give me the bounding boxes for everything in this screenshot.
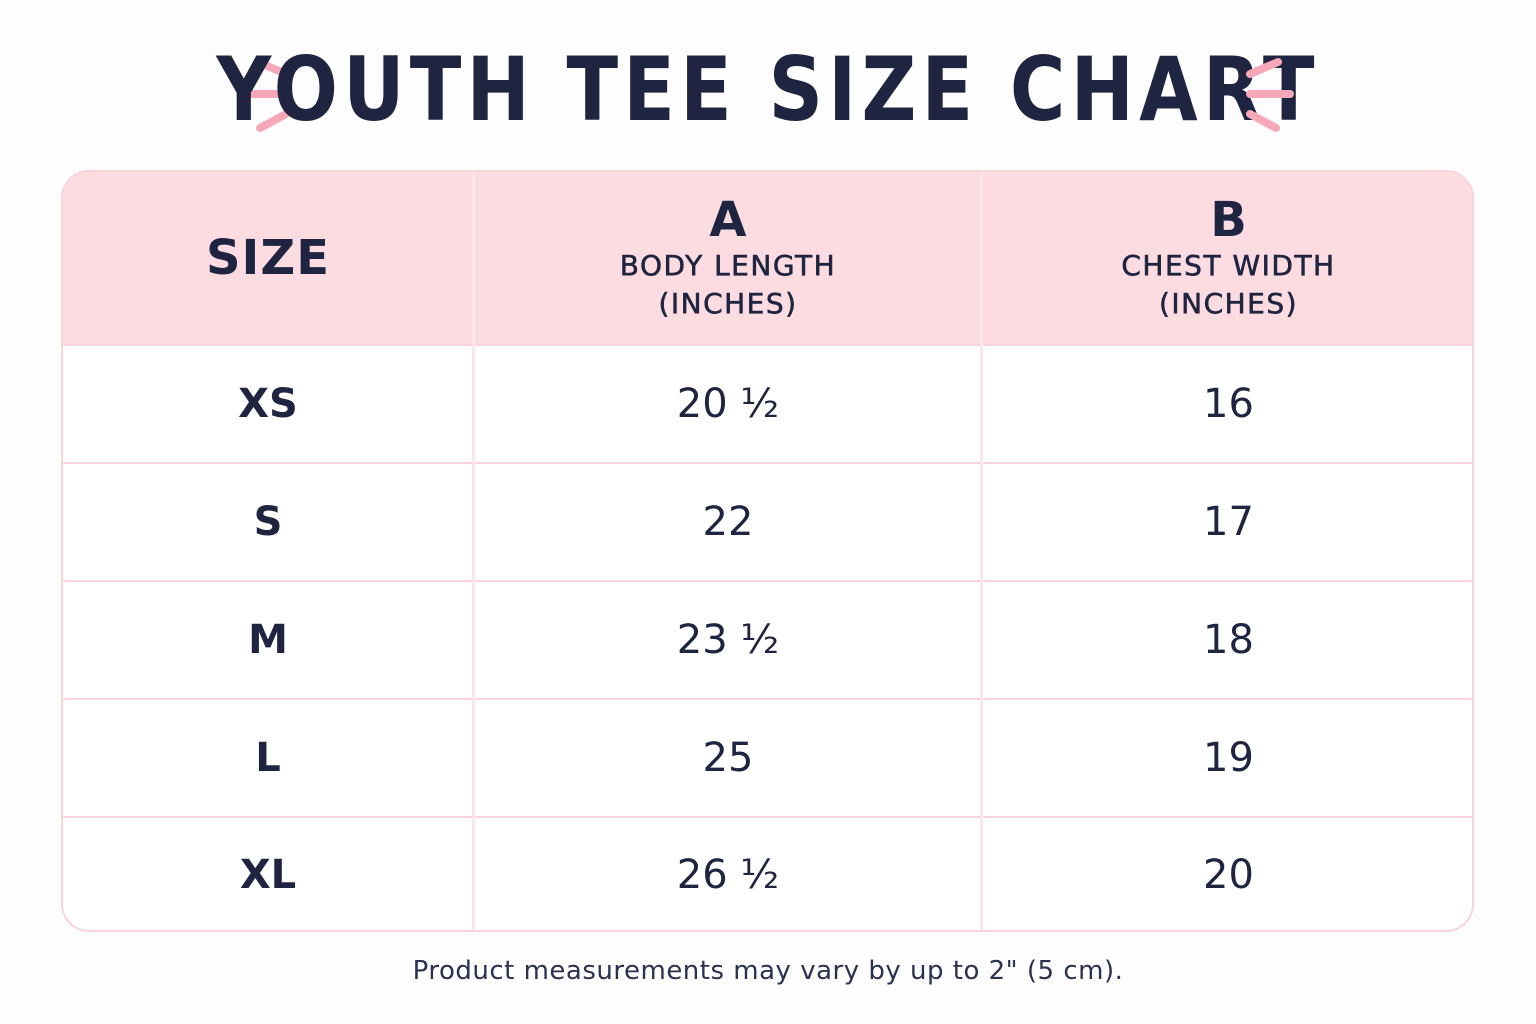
cell-chest-width: 16 bbox=[1203, 381, 1254, 427]
cell-body-length: 25 bbox=[702, 735, 754, 781]
table-row: L 25 19 bbox=[63, 698, 1472, 816]
header-body-length-label: BODY LENGTH bbox=[619, 249, 837, 283]
size-table: SIZE A BODY LENGTH (INCHES) B CHEST WIDT… bbox=[61, 170, 1474, 932]
table-header-row: SIZE A BODY LENGTH (INCHES) B CHEST WIDT… bbox=[63, 172, 1472, 344]
table-row: XL 26 ½ 20 bbox=[63, 816, 1472, 930]
table-row: XS 20 ½ 16 bbox=[63, 344, 1472, 462]
cell-size: XS bbox=[238, 381, 298, 427]
table-row: S 22 17 bbox=[63, 462, 1472, 580]
cell-size: M bbox=[248, 617, 288, 663]
cell-body-length: 26 ½ bbox=[676, 852, 780, 898]
table-row: M 23 ½ 18 bbox=[63, 580, 1472, 698]
sparkle-right-icon bbox=[1246, 58, 1294, 132]
cell-chest-width: 19 bbox=[1203, 735, 1254, 781]
header-body-length-unit: (INCHES) bbox=[658, 287, 798, 321]
cell-size: L bbox=[255, 735, 281, 781]
cell-chest-width: 18 bbox=[1203, 617, 1254, 663]
header-chest-width-label: CHEST WIDTH bbox=[1121, 249, 1336, 283]
header-letter-b: B bbox=[1210, 192, 1247, 248]
title-block: YOUTH TEE SIZE CHART bbox=[0, 40, 1536, 150]
cell-chest-width: 20 bbox=[1203, 852, 1254, 898]
header-size: SIZE bbox=[63, 172, 473, 344]
page-title: YOUTH TEE SIZE CHART bbox=[216, 38, 1320, 141]
cell-body-length: 23 ½ bbox=[676, 617, 780, 663]
cell-chest-width: 17 bbox=[1203, 499, 1254, 545]
cell-size: S bbox=[253, 499, 283, 545]
column-divider bbox=[980, 172, 983, 930]
cell-body-length: 20 ½ bbox=[676, 381, 780, 427]
column-divider bbox=[472, 172, 475, 930]
cell-body-length: 22 bbox=[702, 499, 754, 545]
header-body-length: A BODY LENGTH (INCHES) bbox=[475, 172, 981, 344]
footnote: Product measurements may vary by up to 2… bbox=[412, 956, 1124, 986]
header-chest-width-unit: (INCHES) bbox=[1158, 287, 1299, 321]
header-chest-width: B CHEST WIDTH (INCHES) bbox=[983, 172, 1472, 344]
header-letter-a: A bbox=[709, 192, 747, 248]
header-size-label: SIZE bbox=[205, 230, 331, 286]
sparkle-left-icon bbox=[242, 58, 290, 132]
cell-size: XL bbox=[239, 852, 297, 898]
